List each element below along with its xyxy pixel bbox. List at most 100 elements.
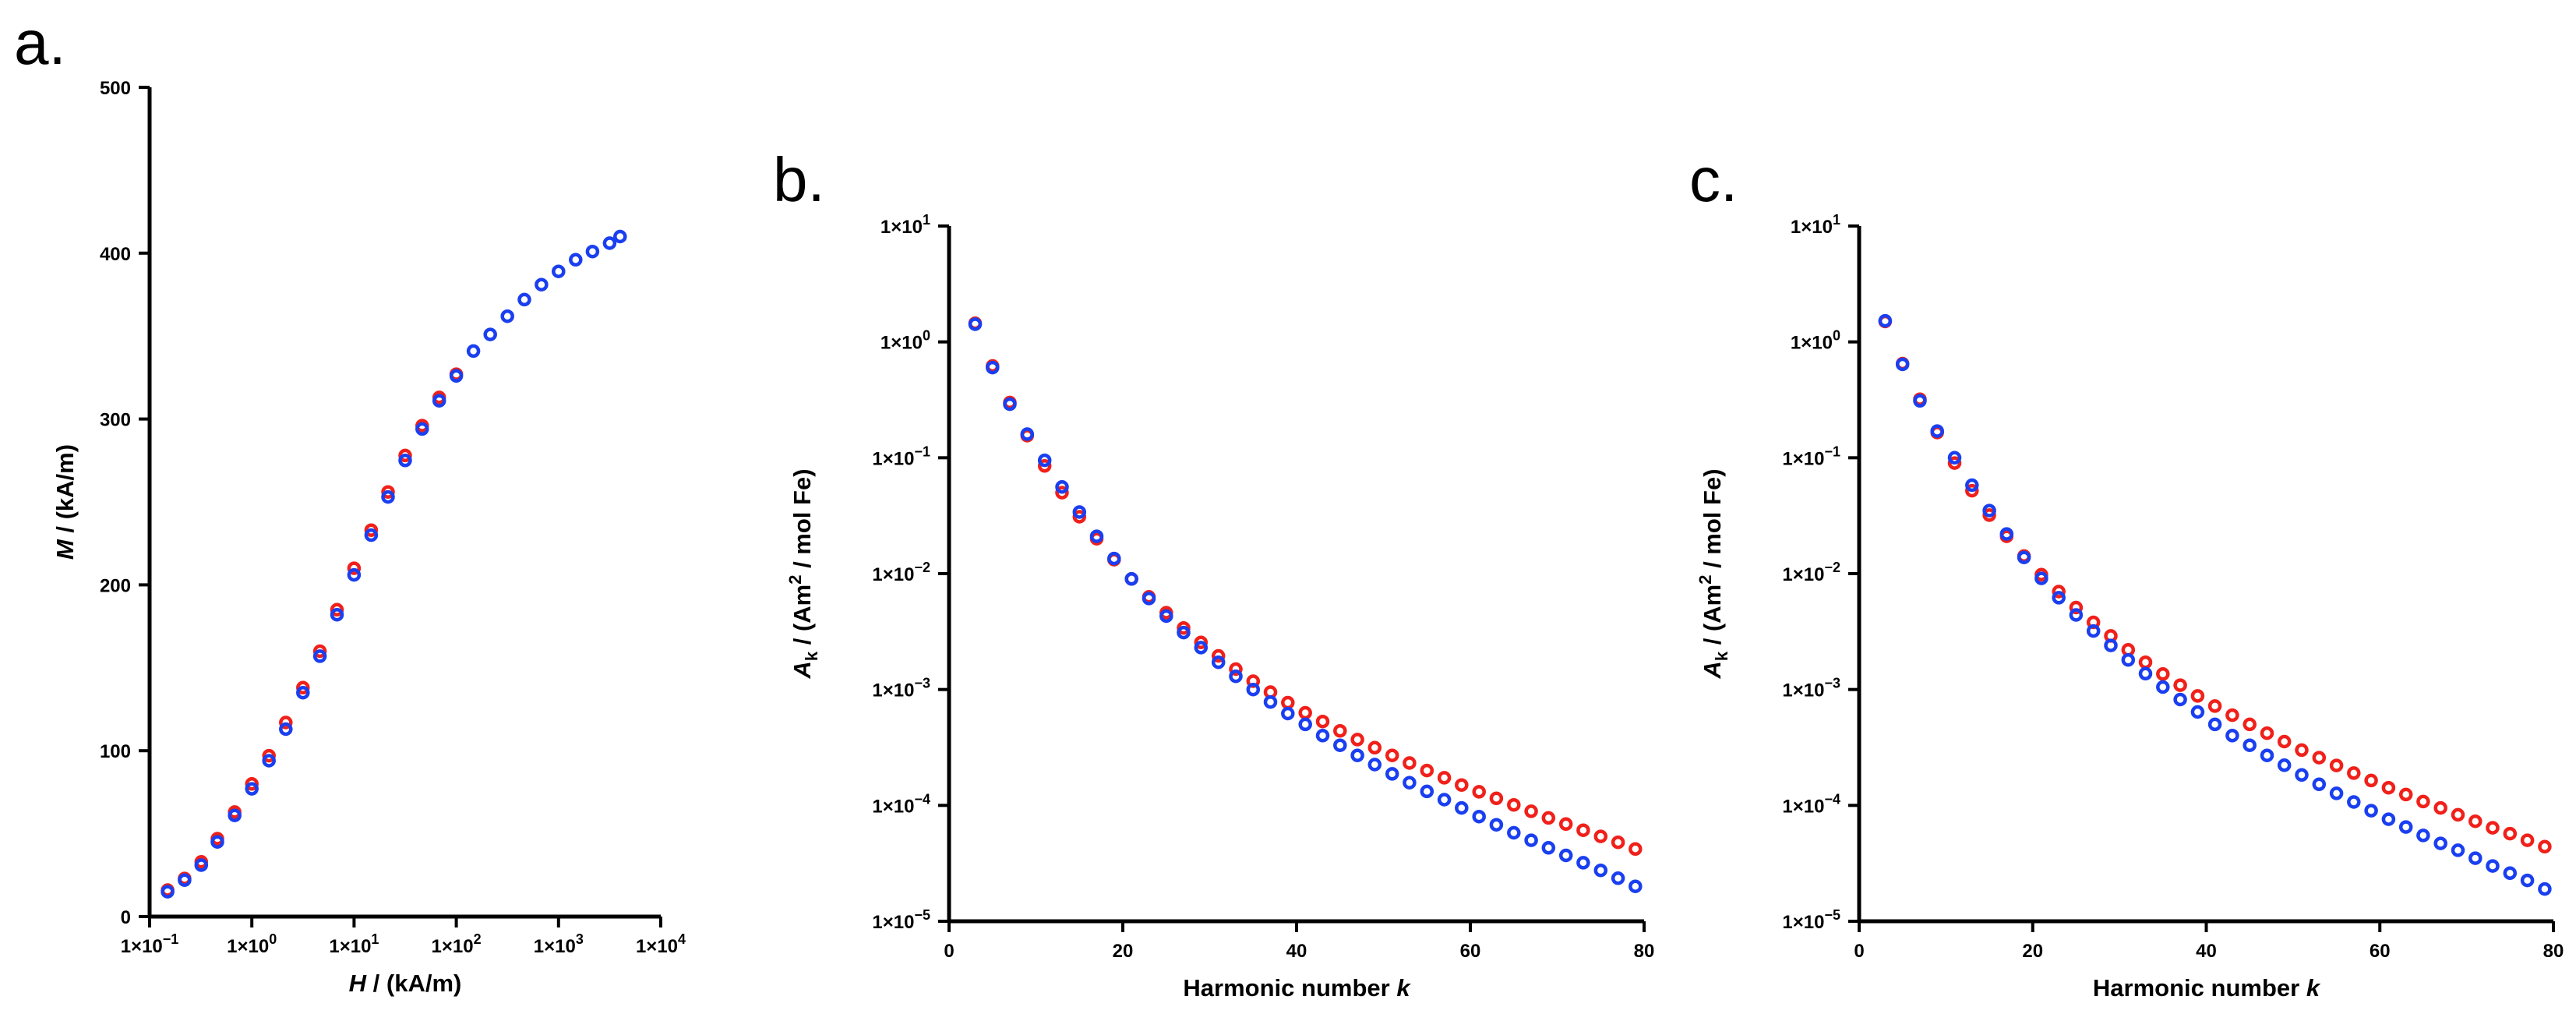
data-point-blue [1003, 397, 1017, 412]
y-tick-label: 1×100 [880, 328, 930, 354]
y-tick-label: 500 [100, 78, 131, 99]
data-point-blue [1576, 856, 1590, 870]
data-point-red [1194, 635, 1209, 649]
data-point-red [2312, 751, 2327, 765]
data-point-blue [2260, 748, 2274, 762]
data-point-blue [535, 277, 549, 291]
data-point-red [296, 680, 310, 695]
data-point-blue [1124, 572, 1138, 586]
data-point-red [1298, 705, 1312, 720]
data-point-blue [1333, 738, 1347, 752]
data-point-blue [364, 528, 379, 542]
data-point-red [1055, 486, 1069, 500]
data-point-blue [312, 649, 327, 663]
data-point-blue [2034, 571, 2048, 585]
data-point-blue [2451, 843, 2465, 857]
data-point-blue [1895, 357, 1910, 372]
data-point-blue [178, 873, 192, 887]
data-point-red [2416, 794, 2430, 809]
data-point-red [1229, 662, 1243, 677]
data-point-blue [1229, 669, 1243, 684]
data-point-blue [2416, 829, 2430, 843]
data-point-red [1437, 771, 1452, 785]
data-point-red [1385, 748, 1399, 762]
data-point-blue [1982, 503, 1996, 518]
x-tick-label: 1×103 [534, 931, 584, 957]
data-point-red [2156, 667, 2170, 681]
data-point-blue [1878, 313, 1893, 328]
data-point-red [364, 523, 379, 537]
data-point-blue [1107, 551, 1121, 566]
data-point-blue [2121, 652, 2136, 667]
y-axis-title: M / (kA/m) [51, 444, 79, 560]
data-point-blue [1159, 609, 1173, 624]
data-point-red [1246, 674, 1261, 688]
data-point-red [2433, 800, 2447, 815]
series-red-a [161, 367, 464, 897]
y-tick-label: 100 [100, 741, 131, 762]
data-point-blue [1611, 871, 1625, 885]
data-point-blue [2173, 692, 2187, 707]
data-point-blue [245, 782, 259, 796]
panel-label-b: b. [773, 145, 825, 214]
y-tick-label: 1×10−4 [872, 791, 930, 817]
data-point-blue [228, 808, 242, 822]
x-tick-label: 20 [2022, 941, 2043, 962]
data-point-blue [1020, 427, 1035, 441]
data-point-red [2277, 734, 2292, 749]
data-point-red [330, 602, 344, 617]
data-point-blue [1593, 863, 1608, 878]
data-point-blue [1455, 800, 1469, 815]
data-point-blue [1524, 833, 1538, 847]
data-point-blue [1913, 394, 1927, 408]
panel-label-c: c. [1689, 145, 1738, 214]
data-point-red [2052, 585, 2066, 599]
x-tick-label: 0 [944, 941, 954, 962]
data-point-blue [1037, 453, 1052, 468]
y-axis-title: Ak / (Am2 / mol Fe) [1696, 468, 1731, 679]
data-point-blue [1142, 592, 1156, 606]
data-point-red [2207, 699, 2222, 713]
data-point-blue [1930, 424, 1944, 438]
data-point-blue [1211, 655, 1226, 670]
x-axis-title: H / (kA/m) [349, 970, 462, 997]
data-point-blue [613, 229, 627, 244]
data-point-blue [296, 685, 310, 700]
series-blue-a [161, 229, 627, 899]
data-point-red [1558, 817, 1573, 832]
panel-label-a: a. [14, 8, 66, 77]
data-point-red [2329, 758, 2344, 772]
data-point-red [398, 448, 412, 463]
data-point-red [2190, 689, 2205, 703]
data-point-red [2225, 708, 2239, 723]
data-point-red [1524, 804, 1538, 818]
data-point-red [1611, 835, 1625, 850]
data-point-blue [602, 236, 617, 250]
y-tick-label: 1×10−3 [1782, 676, 1840, 701]
data-point-red [1541, 811, 1556, 825]
data-point-blue [1367, 758, 1382, 772]
data-point-blue [2347, 795, 2361, 809]
data-point-blue [500, 309, 514, 323]
y-tick-label: 1×101 [880, 212, 930, 238]
data-point-blue [1999, 527, 2014, 541]
data-point-red [1072, 510, 1087, 524]
data-point-red [2520, 833, 2535, 847]
data-point-blue [1629, 879, 1643, 893]
data-point-blue [2329, 786, 2344, 800]
data-point-red [262, 748, 276, 763]
data-point-blue [569, 253, 583, 267]
x-tick-label: 40 [2196, 941, 2217, 962]
data-point-red [1965, 483, 1979, 498]
x-tick-label: 0 [1854, 941, 1864, 962]
data-point-blue [1437, 793, 1452, 807]
data-point-blue [1965, 478, 1979, 493]
y-tick-label: 200 [100, 575, 131, 596]
x-axis-title: Harmonic number k [2093, 974, 2321, 1002]
data-point-blue [968, 317, 983, 331]
data-point-red [2173, 678, 2187, 692]
data-point-blue [2017, 550, 2031, 564]
data-point-blue [1489, 818, 1504, 832]
data-point-blue [1263, 694, 1278, 709]
